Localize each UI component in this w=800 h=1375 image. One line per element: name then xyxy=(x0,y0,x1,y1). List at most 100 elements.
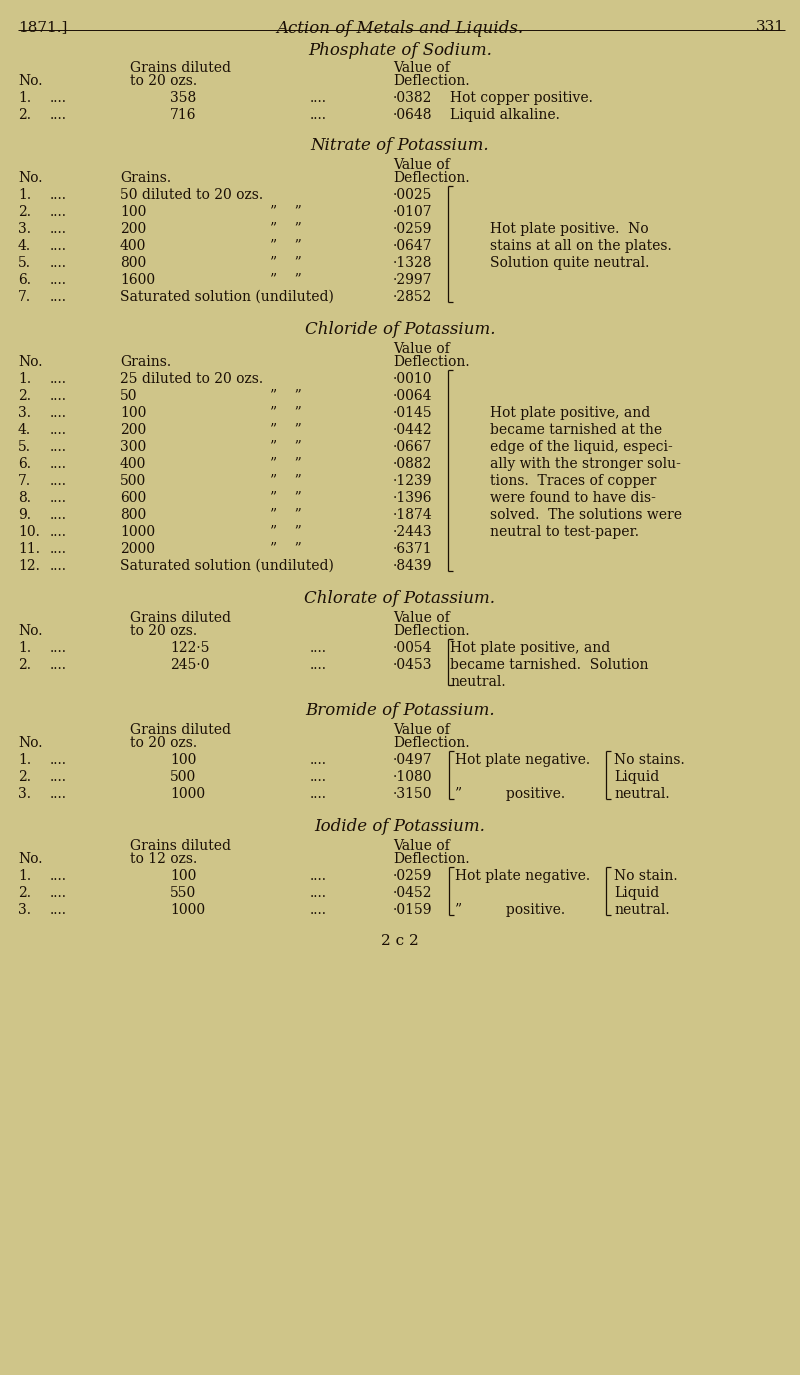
Text: Liquid: Liquid xyxy=(614,770,659,784)
Text: No.: No. xyxy=(18,170,42,186)
Text: ·0497: ·0497 xyxy=(393,754,433,767)
Text: ....: .... xyxy=(50,770,67,784)
Text: Value of: Value of xyxy=(393,610,450,626)
Text: ·2997: ·2997 xyxy=(393,274,433,287)
Text: 200: 200 xyxy=(120,221,146,236)
Text: ....: .... xyxy=(50,754,67,767)
Text: Hot plate negative.: Hot plate negative. xyxy=(455,869,590,883)
Text: 9.: 9. xyxy=(18,507,31,522)
Text: Solution quite neutral.: Solution quite neutral. xyxy=(490,256,650,270)
Text: 100: 100 xyxy=(170,754,196,767)
Text: 4.: 4. xyxy=(18,239,31,253)
Text: neutral.: neutral. xyxy=(450,675,506,689)
Text: ....: .... xyxy=(50,456,67,472)
Text: ·0054: ·0054 xyxy=(393,641,433,654)
Text: ·0452: ·0452 xyxy=(393,886,433,901)
Text: ·0453: ·0453 xyxy=(393,659,433,672)
Text: ....: .... xyxy=(50,373,67,386)
Text: ”    ”: ” ” xyxy=(270,525,302,539)
Text: ....: .... xyxy=(50,188,67,202)
Text: 50 diluted to 20 ozs.: 50 diluted to 20 ozs. xyxy=(120,188,263,202)
Text: 1.: 1. xyxy=(18,754,31,767)
Text: Chlorate of Potassium.: Chlorate of Potassium. xyxy=(305,590,495,606)
Text: Deflection.: Deflection. xyxy=(393,736,470,749)
Text: Saturated solution (undiluted): Saturated solution (undiluted) xyxy=(120,290,334,304)
Text: Grains diluted: Grains diluted xyxy=(130,610,231,626)
Text: ....: .... xyxy=(50,869,67,883)
Text: ”    ”: ” ” xyxy=(270,221,302,236)
Text: 600: 600 xyxy=(120,491,146,505)
Text: Hot plate positive, and: Hot plate positive, and xyxy=(490,406,650,419)
Text: ....: .... xyxy=(310,659,327,672)
Text: 2000: 2000 xyxy=(120,542,155,556)
Text: Value of: Value of xyxy=(393,342,450,356)
Text: ·1874: ·1874 xyxy=(393,507,433,522)
Text: ·6371: ·6371 xyxy=(393,542,433,556)
Text: ....: .... xyxy=(50,424,67,437)
Text: ”    ”: ” ” xyxy=(270,205,302,219)
Text: 358: 358 xyxy=(170,91,196,104)
Text: stains at all on the plates.: stains at all on the plates. xyxy=(490,239,672,253)
Text: Grains.: Grains. xyxy=(120,355,171,368)
Text: ”    ”: ” ” xyxy=(270,440,302,454)
Text: Grains diluted: Grains diluted xyxy=(130,723,231,737)
Text: ....: .... xyxy=(50,886,67,901)
Text: 25 diluted to 20 ozs.: 25 diluted to 20 ozs. xyxy=(120,373,263,386)
Text: ....: .... xyxy=(50,239,67,253)
Text: Grains diluted: Grains diluted xyxy=(130,839,231,852)
Text: 245·0: 245·0 xyxy=(170,659,210,672)
Text: ·0025: ·0025 xyxy=(393,188,432,202)
Text: ....: .... xyxy=(50,641,67,654)
Text: Deflection.: Deflection. xyxy=(393,355,470,368)
Text: 6.: 6. xyxy=(18,456,31,472)
Text: neutral to test-paper.: neutral to test-paper. xyxy=(490,525,639,539)
Text: ....: .... xyxy=(310,786,327,802)
Text: 800: 800 xyxy=(120,256,146,270)
Text: 1.: 1. xyxy=(18,869,31,883)
Text: ·0010: ·0010 xyxy=(393,373,433,386)
Text: No stains.: No stains. xyxy=(614,754,685,767)
Text: ....: .... xyxy=(50,290,67,304)
Text: ....: .... xyxy=(50,440,67,454)
Text: ....: .... xyxy=(310,641,327,654)
Text: 7.: 7. xyxy=(18,290,31,304)
Text: Action of Metals and Liquids.: Action of Metals and Liquids. xyxy=(277,21,523,37)
Text: became tarnished.  Solution: became tarnished. Solution xyxy=(450,659,649,672)
Text: ·0647: ·0647 xyxy=(393,239,433,253)
Text: neutral.: neutral. xyxy=(614,903,670,917)
Text: ....: .... xyxy=(50,256,67,270)
Text: to 20 ozs.: to 20 ozs. xyxy=(130,624,197,638)
Text: 1.: 1. xyxy=(18,188,31,202)
Text: to 20 ozs.: to 20 ozs. xyxy=(130,736,197,749)
Text: 2.: 2. xyxy=(18,205,31,219)
Text: 7.: 7. xyxy=(18,474,31,488)
Text: ....: .... xyxy=(50,109,67,122)
Text: 10.: 10. xyxy=(18,525,40,539)
Text: 500: 500 xyxy=(170,770,196,784)
Text: No.: No. xyxy=(18,852,42,866)
Text: ....: .... xyxy=(50,406,67,419)
Text: ....: .... xyxy=(50,542,67,556)
Text: ally with the stronger solu-: ally with the stronger solu- xyxy=(490,456,681,472)
Text: 50: 50 xyxy=(120,389,138,403)
Text: ·0382: ·0382 xyxy=(393,91,432,104)
Text: 8.: 8. xyxy=(18,491,31,505)
Text: ”    ”: ” ” xyxy=(270,507,302,522)
Text: ....: .... xyxy=(50,525,67,539)
Text: 1.: 1. xyxy=(18,91,31,104)
Text: Phosphate of Sodium.: Phosphate of Sodium. xyxy=(308,43,492,59)
Text: ”          positive.: ” positive. xyxy=(455,786,565,802)
Text: ·1328: ·1328 xyxy=(393,256,433,270)
Text: ·0159: ·0159 xyxy=(393,903,433,917)
Text: 2.: 2. xyxy=(18,109,31,122)
Text: to 20 ozs.: to 20 ozs. xyxy=(130,74,197,88)
Text: ·1239: ·1239 xyxy=(393,474,433,488)
Text: Value of: Value of xyxy=(393,158,450,172)
Text: Liquid: Liquid xyxy=(614,886,659,901)
Text: ....: .... xyxy=(310,886,327,901)
Text: 1000: 1000 xyxy=(170,903,205,917)
Text: ....: .... xyxy=(310,91,327,104)
Text: ....: .... xyxy=(50,389,67,403)
Text: ....: .... xyxy=(50,221,67,236)
Text: 3.: 3. xyxy=(18,406,31,419)
